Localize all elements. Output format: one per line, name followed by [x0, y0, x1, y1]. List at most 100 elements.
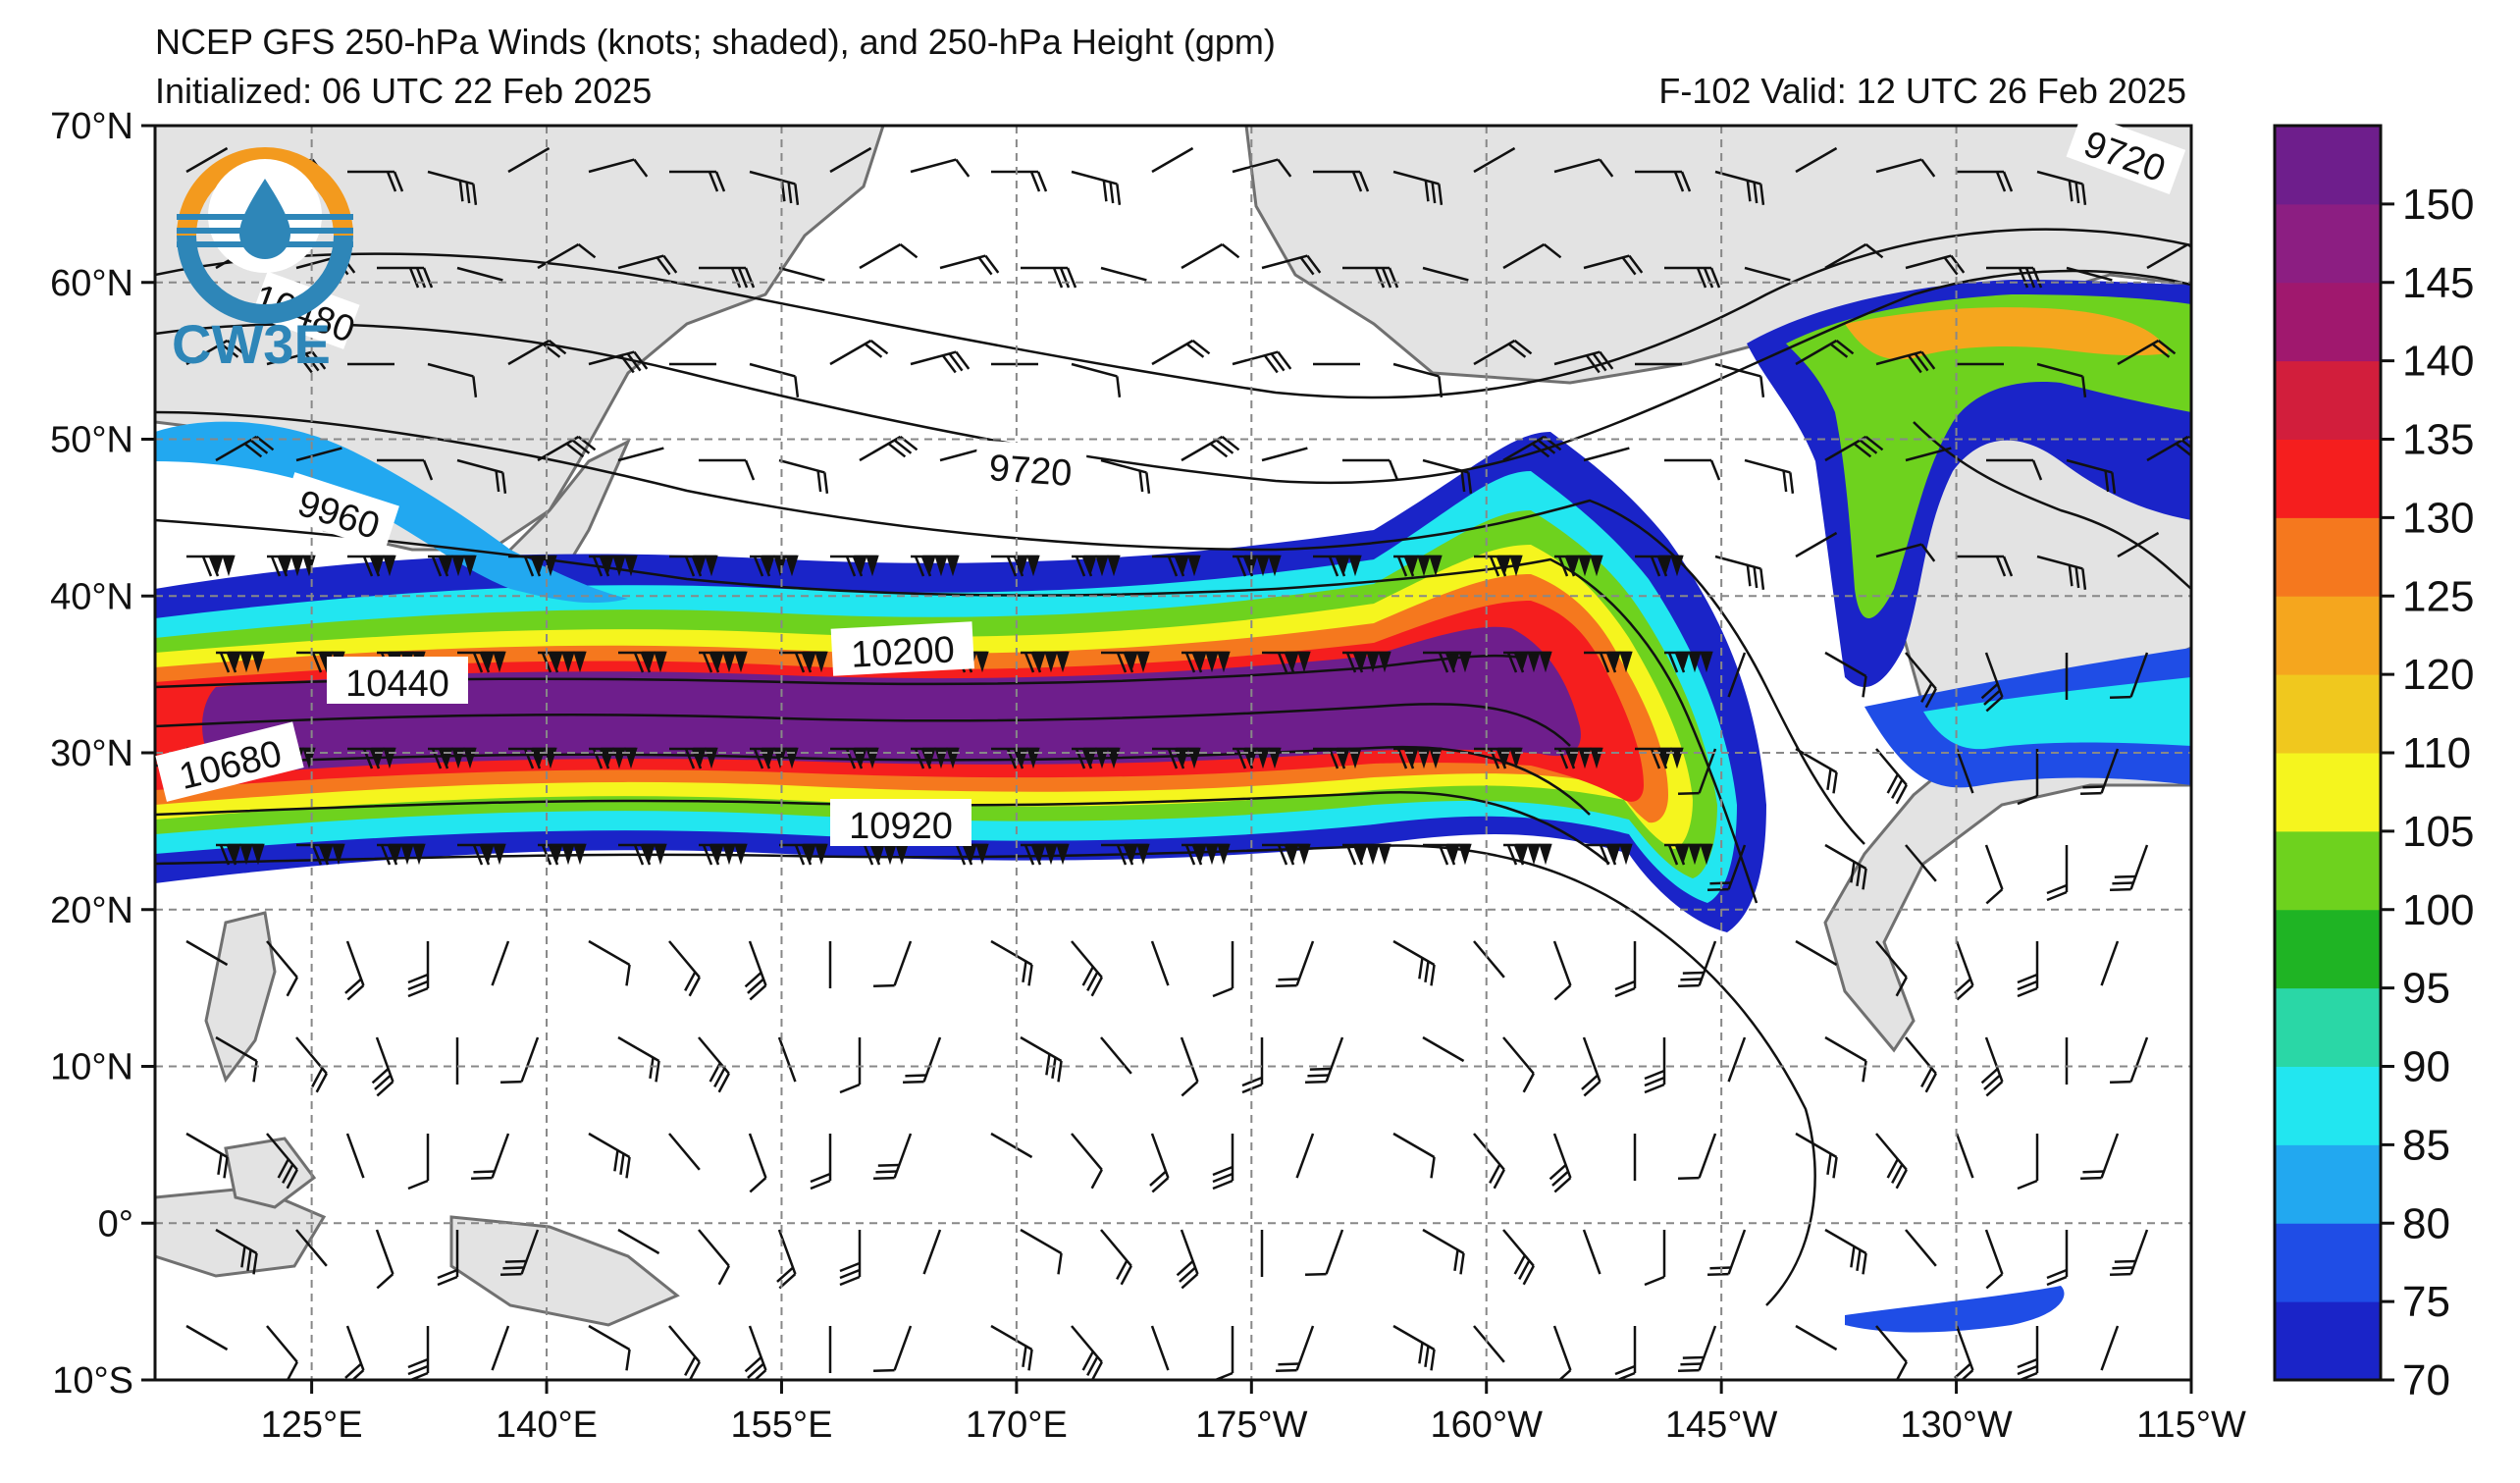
lat-tick-label: 50°N	[50, 420, 133, 461]
colorbar-segment	[2275, 830, 2381, 911]
wind-barb	[296, 843, 345, 866]
wind-barb	[1727, 652, 1747, 698]
wind-barb	[1984, 1229, 2004, 1290]
colorbar-segment	[2275, 360, 2381, 440]
wind-barb	[744, 1325, 767, 1380]
wind-barb	[1071, 1133, 1103, 1190]
wind-barb	[500, 1036, 540, 1085]
lon-tick-label: 115°W	[2136, 1404, 2246, 1446]
lat-tick-label: 0°	[98, 1203, 133, 1245]
wind-barb	[266, 1133, 298, 1190]
wind-barb	[990, 939, 1033, 986]
wind-barb	[1276, 940, 1315, 988]
wind-barb	[1232, 350, 1292, 374]
wind-barb	[500, 1229, 540, 1277]
colorbar-label: 140	[2402, 338, 2474, 386]
wind-barb	[1393, 555, 1443, 577]
wind-barb	[538, 843, 587, 866]
wind-barb	[1875, 543, 1936, 562]
wind-barb	[1071, 940, 1103, 997]
colorbar-label: 100	[2402, 886, 2474, 934]
wind-barb	[1502, 242, 1562, 270]
wind-barb	[1584, 843, 1633, 866]
wind-barb	[1072, 555, 1121, 577]
wind-barb	[216, 651, 265, 673]
wind-barb	[617, 254, 678, 276]
wind-barb	[2117, 531, 2160, 558]
wind-barb	[427, 362, 478, 397]
wind-barb	[266, 940, 298, 997]
wind-barb	[1875, 158, 1936, 178]
latitude-axis: 70°N 60°N 50°N 40°N 30°N 20°N 10°N 0° 10°S	[50, 106, 155, 1402]
wind-barb	[1986, 266, 2043, 289]
wind-barb	[1503, 651, 1552, 673]
wind-barb	[508, 555, 557, 577]
wind-barb	[456, 458, 507, 494]
wind-barb	[1071, 362, 1122, 397]
wind-barb	[1664, 651, 1713, 673]
wind-barb	[939, 254, 1000, 276]
wind-barb	[617, 447, 664, 462]
jet-northeast-120	[1845, 307, 2169, 360]
wind-barb	[1100, 1229, 1132, 1286]
wind-barb	[1795, 146, 1838, 174]
wind-barb	[456, 266, 503, 282]
colorbar-label: 85	[2402, 1121, 2450, 1169]
colorbar-label: 105	[2402, 808, 2474, 856]
wind-barb	[829, 339, 889, 366]
wind-barb	[1503, 843, 1552, 866]
valid-time: F-102 Valid: 12 UTC 26 Feb 2025	[1658, 71, 2186, 111]
wind-barb	[1021, 843, 1070, 866]
wind-barb	[507, 146, 551, 174]
wind-barb	[873, 1325, 913, 1373]
wind-barb	[2066, 458, 2117, 494]
wind-barb	[2110, 1229, 2149, 1277]
wind-barb	[1392, 170, 1444, 205]
colorbar-label: 80	[2402, 1199, 2450, 1247]
wind-barb	[1824, 242, 1884, 270]
colorbar-label: 135	[2402, 416, 2474, 464]
colorbar-segment	[2275, 674, 2381, 754]
wind-barb	[829, 146, 872, 174]
wind-barb	[1100, 266, 1147, 282]
wind-barb	[457, 843, 506, 866]
wind-barb	[1101, 843, 1150, 866]
wind-barb	[1581, 1036, 1601, 1097]
wind-barb	[990, 1132, 1033, 1159]
wind-barb	[779, 651, 828, 673]
wind-barb	[1313, 170, 1370, 192]
wind-barb	[699, 651, 748, 673]
wind-barb	[1072, 747, 1121, 769]
land-new-guinea	[449, 1215, 680, 1327]
wind-barb	[1795, 939, 1838, 967]
colorbar-segment	[2275, 987, 2381, 1067]
wind-barb	[267, 555, 316, 577]
lat-tick-label: 70°N	[50, 106, 133, 147]
contour-labels: 9720 9720 10480 9960 10200 10440 10680	[155, 112, 2186, 847]
wind-barb	[1392, 1324, 1436, 1371]
wind-barb	[1955, 1133, 1974, 1179]
wind-barb	[344, 940, 365, 1001]
lat-tick-label: 10°S	[52, 1360, 133, 1402]
wind-barb	[698, 1229, 730, 1286]
wind-barb	[2100, 940, 2120, 986]
wind-barb	[457, 651, 506, 673]
wind-barb	[748, 1133, 767, 1193]
wind-barb	[699, 266, 756, 289]
wind-barb	[668, 1325, 701, 1380]
logo-ring	[177, 147, 353, 237]
wind-barb	[910, 350, 971, 374]
lat-tick-label: 60°N	[50, 263, 133, 304]
jet-northeast-100	[1786, 294, 2191, 618]
wind-barb	[428, 747, 477, 769]
wind-barb	[371, 1036, 394, 1097]
wind-barb	[1875, 940, 1908, 997]
lat-tick-label: 20°N	[50, 890, 133, 931]
wind-barb	[1342, 843, 1391, 866]
wind-barb	[1678, 748, 1717, 796]
wind-barb	[1744, 266, 1791, 282]
wind-barb	[1644, 1230, 1666, 1287]
wind-barb	[1342, 651, 1391, 673]
wind-barb	[1474, 747, 1523, 769]
